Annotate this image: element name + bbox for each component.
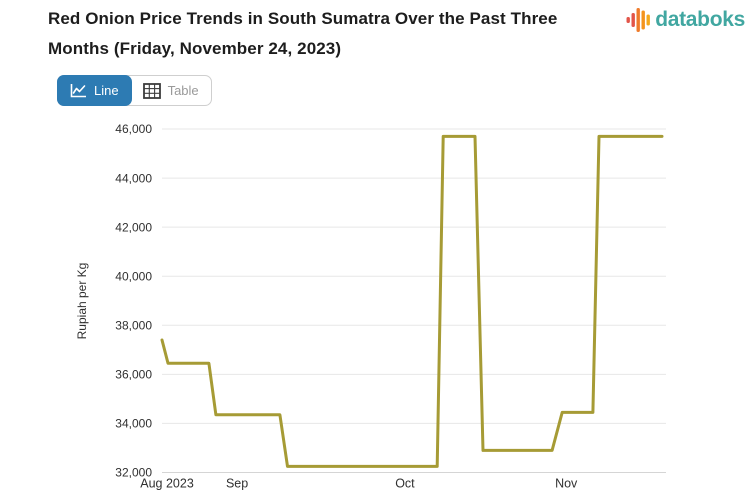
y-tick-label: 38,000	[115, 318, 152, 332]
x-tick-label: Sep	[226, 477, 248, 491]
line-view-button[interactable]: Line	[57, 75, 132, 106]
y-tick-label: 42,000	[115, 220, 152, 234]
price-trend-chart: 32,000 34,000 36,000 38,000 40,000 42,000 44,0…	[75, 122, 666, 491]
logo-bar	[636, 8, 641, 32]
logo-bar	[631, 13, 636, 27]
logo-bar	[646, 14, 651, 26]
y-axis-title: Rupiah per Kg	[75, 263, 89, 340]
x-tick-label: Aug 2023	[140, 477, 194, 491]
page-title-line-2: Months (Friday, November 24, 2023)	[48, 39, 342, 58]
table-view-button[interactable]: Table	[131, 76, 211, 105]
logo-bar	[641, 10, 646, 30]
table-icon	[142, 82, 161, 99]
x-tick-label: Oct	[395, 477, 415, 491]
y-tick-label: 44,000	[115, 171, 152, 185]
line-chart-icon	[70, 83, 87, 98]
y-tick-label: 36,000	[115, 368, 152, 382]
y-tick-label: 46,000	[115, 122, 152, 136]
chart-area: 32,000 34,000 36,000 38,000 40,000 42,000 44,0…	[0, 112, 753, 498]
page-title-line-1: Red Onion Price Trends in South Sumatra …	[48, 9, 558, 28]
y-tick-label: 32,000	[115, 466, 152, 480]
logo-bar	[626, 17, 631, 23]
view-toggle-group: Line Table	[57, 75, 212, 106]
y-tick-label: 40,000	[115, 269, 152, 283]
databoks-bars-icon	[626, 8, 651, 32]
y-tick-label: 34,000	[115, 417, 152, 431]
table-view-label: Table	[167, 83, 199, 98]
page-title: Red Onion Price Trends in South Sumatra …	[48, 4, 623, 64]
databoks-logo: databoks	[626, 6, 745, 34]
price-line-series	[160, 134, 664, 468]
x-tick-label: Nov	[555, 477, 578, 491]
databoks-wordmark: databoks	[655, 8, 745, 31]
line-view-label: Line	[94, 83, 119, 98]
